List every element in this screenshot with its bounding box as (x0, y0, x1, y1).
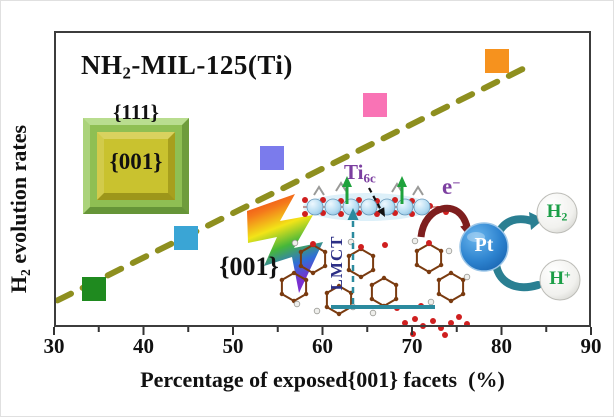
facet-111-label: {111} (113, 100, 159, 124)
lmct-label: LMCT (327, 235, 346, 291)
data-point-square (363, 93, 388, 117)
h2-label: H2 (546, 201, 568, 224)
h-plus-label: H+ (549, 268, 571, 289)
x-tick-label: 60 (312, 334, 333, 358)
x-tick-label: 90 (580, 334, 602, 358)
data-point-square (485, 48, 510, 73)
facet-001-callout: {001} (219, 252, 279, 281)
data-point-square (260, 146, 285, 171)
figure-title: NH2-MIL-125(Ti) (81, 50, 293, 83)
facet-crystal-face (97, 132, 175, 200)
x-tick-label: 80 (491, 334, 512, 358)
pt-label: Pt (474, 234, 494, 256)
facet-001-label: {001} (109, 149, 163, 174)
y-axis-label: H2 evolution rates (6, 124, 33, 294)
x-tick-label: 40 (133, 334, 154, 358)
x-tick-label: 30 (43, 334, 65, 358)
electron-label: e− (442, 174, 461, 199)
x-tick-label: 50 (222, 334, 244, 358)
data-point-square (82, 276, 107, 301)
x-axis-label: Percentage of exposed{001} facets (%) (140, 367, 505, 392)
x-tick-label: 70 (401, 334, 423, 358)
plot-border (54, 31, 591, 327)
ti6c-label: Ti6c (344, 160, 376, 186)
data-point-square (173, 226, 198, 251)
facet-crystal-icon (83, 118, 189, 214)
